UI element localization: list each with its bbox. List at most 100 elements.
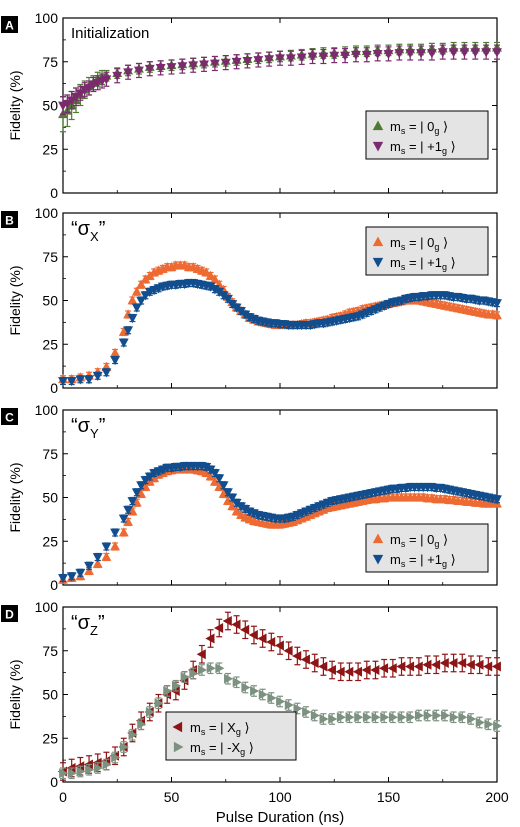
data-point xyxy=(155,63,166,74)
data-point xyxy=(199,60,209,70)
series-2 xyxy=(58,278,502,387)
data-point xyxy=(177,62,188,72)
y-tick-label: 75 xyxy=(42,54,58,70)
legend-marker xyxy=(172,721,183,733)
data-point xyxy=(441,710,451,721)
data-point xyxy=(66,572,77,582)
x-axis-label: Pulse Duration (ns) xyxy=(216,809,344,826)
y-tick-label: 100 xyxy=(35,402,59,418)
data-point xyxy=(481,48,492,58)
data-point xyxy=(457,658,467,668)
panel-label-text: B xyxy=(5,214,14,228)
data-point xyxy=(309,658,319,668)
data-point xyxy=(58,377,68,387)
data-point xyxy=(205,282,216,292)
data-point xyxy=(380,712,390,723)
panel-label: B xyxy=(1,211,18,228)
data-point xyxy=(293,703,303,714)
data-point xyxy=(171,680,182,691)
y-tick-label: 50 xyxy=(42,293,58,309)
legend-label: ms = | +1g ⟩ xyxy=(390,255,456,272)
data-point xyxy=(180,672,190,682)
data-point xyxy=(110,356,121,366)
data-point xyxy=(71,92,81,102)
data-point xyxy=(144,64,155,74)
data-point xyxy=(465,659,475,670)
legend-item: ms = | +1g ⟩ xyxy=(372,255,456,272)
legend-marker xyxy=(372,554,384,565)
data-point xyxy=(58,574,68,584)
data-point xyxy=(302,707,312,717)
data-point xyxy=(361,665,371,675)
data-point xyxy=(275,54,285,64)
data-point xyxy=(101,542,112,552)
y-tick-label: 0 xyxy=(50,774,58,790)
data-point xyxy=(405,661,415,672)
x-tick-label: 100 xyxy=(268,789,292,805)
data-point xyxy=(416,49,426,59)
y-tick-label: 75 xyxy=(42,446,58,462)
data-point xyxy=(209,469,220,479)
panel-label-box xyxy=(1,211,18,228)
x-tick-label: 200 xyxy=(485,789,509,805)
panel-label-box xyxy=(1,408,18,425)
data-point xyxy=(431,659,441,670)
data-point xyxy=(110,528,121,538)
data-point xyxy=(101,368,112,378)
data-point xyxy=(492,495,502,505)
y-tick-label: 50 xyxy=(42,98,58,114)
data-point xyxy=(118,514,129,524)
data-point xyxy=(329,51,340,61)
data-point xyxy=(335,666,345,677)
data-point xyxy=(205,633,215,644)
data-point xyxy=(284,700,294,710)
data-point xyxy=(264,55,275,65)
data-point xyxy=(85,764,95,775)
data-point xyxy=(475,717,485,728)
data-point xyxy=(318,52,329,62)
panel-label-box xyxy=(1,16,18,33)
data-point xyxy=(145,707,155,717)
data-point xyxy=(222,294,233,304)
data-point xyxy=(388,712,399,723)
data-point xyxy=(370,665,380,675)
data-point xyxy=(92,558,103,568)
data-point xyxy=(336,712,346,723)
series-2 xyxy=(59,662,503,780)
data-point xyxy=(140,291,151,301)
legend-box xyxy=(165,711,297,761)
panel-label: C xyxy=(1,408,18,425)
data-point xyxy=(224,673,234,684)
data-point xyxy=(67,768,77,779)
data-point xyxy=(310,710,320,721)
data-point xyxy=(459,48,470,58)
data-point xyxy=(493,721,503,731)
data-point xyxy=(352,666,363,677)
y-tick-label: 100 xyxy=(35,10,59,26)
data-point xyxy=(274,640,284,651)
data-point xyxy=(101,75,112,85)
panel-a: A 0 25 50 75 100 Fidelity (%) Initialization ms … xyxy=(1,10,502,201)
data-point xyxy=(92,371,103,381)
data-point xyxy=(413,661,423,672)
y-tick-label: 0 xyxy=(50,380,58,396)
data-point xyxy=(75,89,86,99)
y-tick-label: 100 xyxy=(35,205,59,221)
panel-label-box xyxy=(1,605,18,622)
data-point xyxy=(66,96,77,106)
y-tick-label: 25 xyxy=(42,336,58,352)
data-point xyxy=(123,516,134,526)
data-point xyxy=(131,286,142,296)
data-point xyxy=(241,682,251,693)
panel-label: A xyxy=(1,16,18,33)
data-point xyxy=(76,766,86,777)
y-axis-label: Fidelity (%) xyxy=(7,265,23,335)
data-point xyxy=(307,52,318,62)
legend-item: ms = | +1g ⟩ xyxy=(372,552,456,569)
data-point xyxy=(340,51,351,61)
data-point xyxy=(127,295,138,305)
data-point xyxy=(189,668,199,679)
data-point xyxy=(426,49,437,59)
data-point xyxy=(467,714,477,724)
